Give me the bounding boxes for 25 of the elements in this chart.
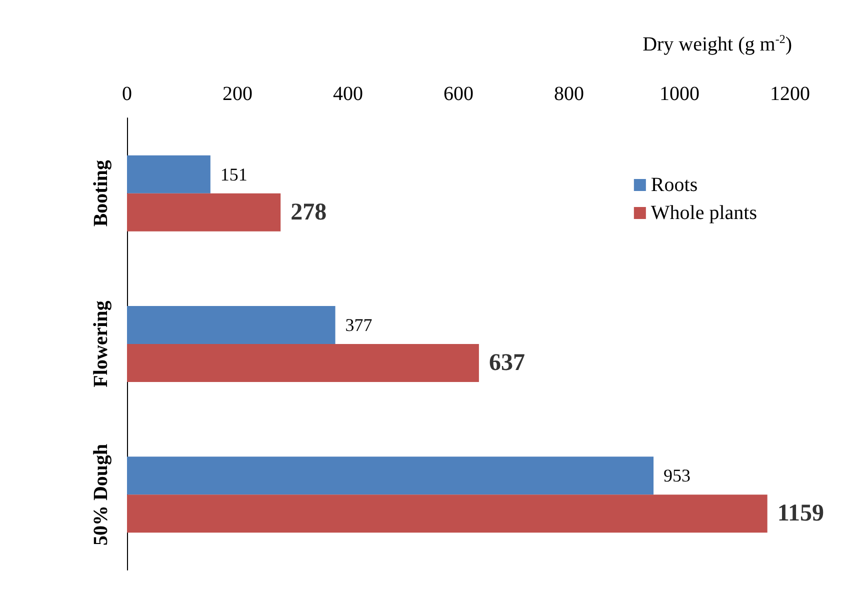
y-tick-label: 50% Dough [90, 444, 112, 546]
x-tick-label: 400 [333, 83, 363, 105]
y-tick-label: Booting [90, 160, 112, 227]
x-tick-label: 800 [554, 83, 584, 105]
x-tick-label: 0 [122, 83, 132, 105]
legend-label: Whole plants [650, 202, 758, 224]
data-label: 377 [345, 315, 372, 335]
bar [127, 193, 281, 232]
bar [127, 456, 654, 495]
x-tick-label: 1200 [770, 83, 810, 105]
bar [127, 155, 210, 194]
x-axis-title: Dry weight (g m$^{-2}$) [642, 32, 792, 57]
data-label: 637 [488, 350, 525, 376]
x-tick-label: 1000 [660, 83, 700, 105]
bar [127, 306, 336, 344]
bar [127, 494, 768, 533]
data-label: 278 [290, 199, 327, 226]
data-label: 953 [664, 466, 691, 486]
x-tick-label: 200 [222, 83, 252, 105]
data-label: 1159 [777, 500, 824, 527]
data-label: 151 [220, 164, 248, 184]
x-tick-label: 600 [444, 83, 474, 105]
legend-label: Roots [650, 174, 698, 196]
y-tick-label: Flowering [90, 300, 112, 388]
bar [127, 344, 479, 382]
